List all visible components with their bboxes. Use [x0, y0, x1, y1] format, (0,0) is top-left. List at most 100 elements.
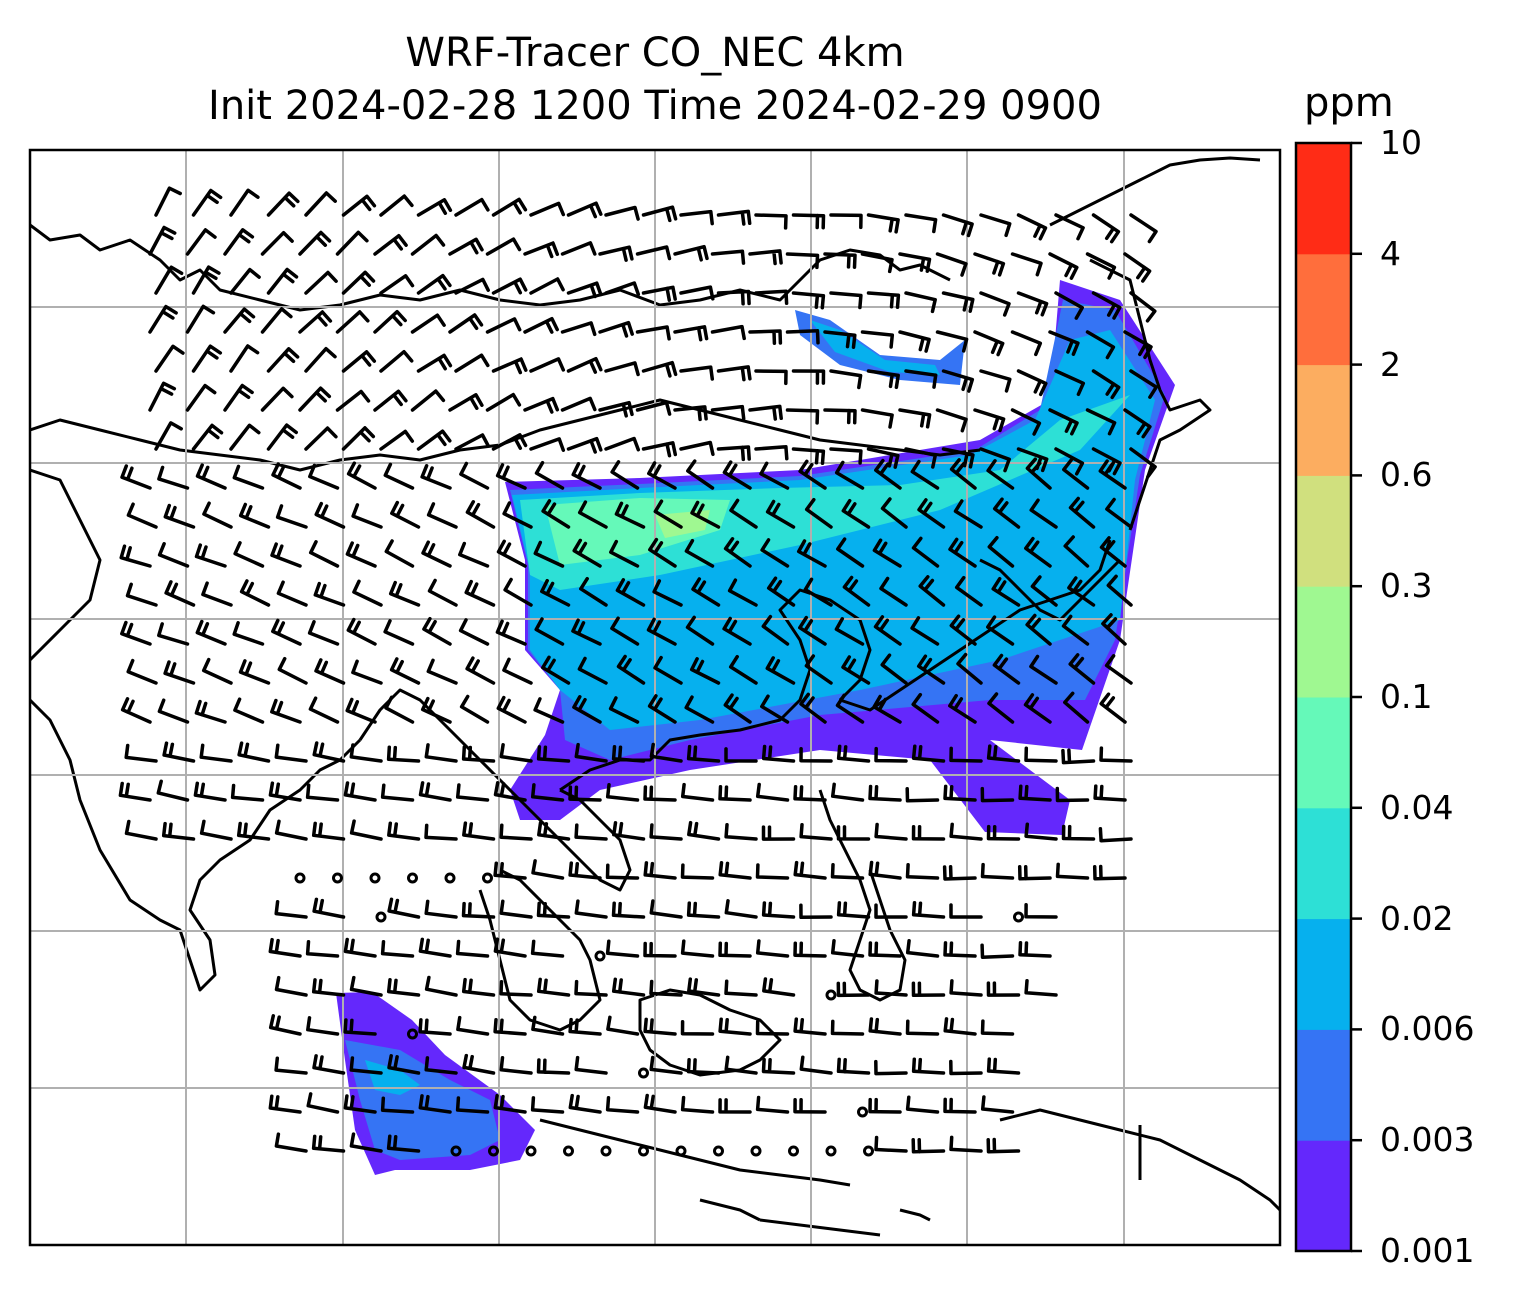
wind-barb: [232, 621, 265, 646]
wind-barb: [268, 1014, 302, 1036]
wind-barb: [690, 500, 721, 529]
wind-barb: [986, 1057, 1021, 1075]
map-subtitle: Init 2024-02-28 1200 Time 2024-02-29 090…: [208, 83, 1102, 129]
wind-barb: [606, 1015, 640, 1036]
wind-barb: [949, 903, 983, 919]
wind-barb: [979, 291, 1011, 317]
wind-barb: [759, 461, 790, 490]
wind-barb: [529, 357, 566, 373]
wind-barb: [873, 615, 902, 646]
wind-barb: [491, 357, 528, 375]
calm-marker: [863, 1145, 874, 1157]
wind-barb: [942, 865, 977, 881]
wind-barb: [1091, 369, 1121, 400]
wind-barb: [949, 746, 983, 763]
wind-barb: [503, 577, 533, 607]
wind-barb: [427, 578, 458, 607]
wind-barb: [823, 408, 857, 425]
wind-barb: [1098, 827, 1133, 843]
wind-barb: [380, 939, 415, 958]
wind-barb: [608, 696, 640, 724]
wind-barb: [455, 783, 490, 802]
wind-barb: [679, 365, 715, 381]
wind-barb: [799, 903, 833, 920]
wind-barb: [373, 233, 408, 256]
wind-barb: [465, 500, 496, 529]
wind-barb: [1025, 457, 1052, 490]
wind-barb: [673, 325, 709, 342]
wind-barb: [349, 743, 383, 763]
wind-barb: [718, 941, 752, 958]
wind-barb: [161, 821, 196, 841]
wind-barb: [238, 659, 271, 685]
wind-barb: [793, 860, 827, 880]
wind-barb: [979, 447, 1011, 473]
wind-barb: [980, 1095, 1015, 1114]
wind-barb: [410, 389, 446, 412]
wind-barb: [604, 205, 640, 221]
wind-barb: [716, 365, 752, 382]
calm-marker: [369, 872, 381, 884]
wind-barb: [566, 281, 603, 299]
wind-barb: [687, 977, 721, 997]
wind-barb: [1024, 822, 1058, 841]
wind-barb: [941, 213, 974, 238]
wind-barb: [448, 393, 484, 412]
wind-barb: [305, 940, 340, 958]
wind-barb: [766, 576, 796, 607]
wind-barb: [684, 695, 715, 724]
wind-barb: [304, 270, 338, 295]
wind-barb: [349, 975, 383, 997]
wind-barb: [761, 1057, 796, 1075]
wind-barb: [803, 577, 833, 607]
wind-barb: [157, 542, 190, 568]
wind-barb: [1024, 746, 1058, 763]
wind-barb: [791, 291, 826, 310]
wind-barb: [1062, 458, 1090, 490]
wind-barb: [199, 819, 233, 841]
colorbar-swatch: [1296, 1029, 1351, 1141]
wind-barb: [456, 1015, 490, 1036]
wind-barb: [686, 459, 715, 490]
wind-barb: [185, 228, 217, 256]
wind-barb: [611, 977, 646, 997]
wind-barb: [874, 903, 908, 919]
wind-barb: [454, 277, 490, 295]
wind-barb: [1054, 213, 1085, 241]
calm-marker: [407, 1028, 418, 1040]
wind-barb: [723, 693, 752, 724]
wind-barb: [566, 201, 603, 219]
calm-marker: [1013, 911, 1024, 923]
wind-barb: [641, 441, 678, 458]
wind-barb: [1017, 864, 1052, 881]
wind-barb: [464, 579, 496, 607]
wind-barb: [722, 460, 752, 490]
wind-barb: [685, 615, 715, 646]
wind-barb: [379, 429, 415, 451]
wind-barb: [979, 369, 1012, 393]
wind-barb: [1024, 903, 1058, 919]
wind-barb: [298, 386, 332, 412]
wind-barb: [987, 692, 1015, 724]
wind-barb: [991, 576, 1021, 607]
wind-barb: [836, 537, 865, 568]
wind-barb: [729, 498, 758, 529]
wind-barb: [680, 863, 715, 880]
wind-barb: [389, 657, 421, 685]
wind-barb: [943, 784, 977, 802]
wind-barb: [866, 291, 901, 310]
wind-barb: [1048, 252, 1079, 280]
colorbar-tick-label: 0.1: [1380, 677, 1433, 716]
wind-barb: [1029, 654, 1058, 685]
wind-barb: [560, 396, 597, 412]
wind-barb: [611, 745, 646, 763]
wind-barb: [616, 654, 646, 685]
wind-barb: [416, 429, 452, 451]
colorbar-swatch: [1296, 697, 1351, 809]
wind-barb: [948, 537, 977, 568]
wind-barb: [684, 538, 715, 568]
wind-barb: [574, 1055, 608, 1075]
wind-barb: [748, 404, 783, 421]
wind-barb: [836, 1057, 871, 1075]
wind-barb: [917, 498, 946, 529]
